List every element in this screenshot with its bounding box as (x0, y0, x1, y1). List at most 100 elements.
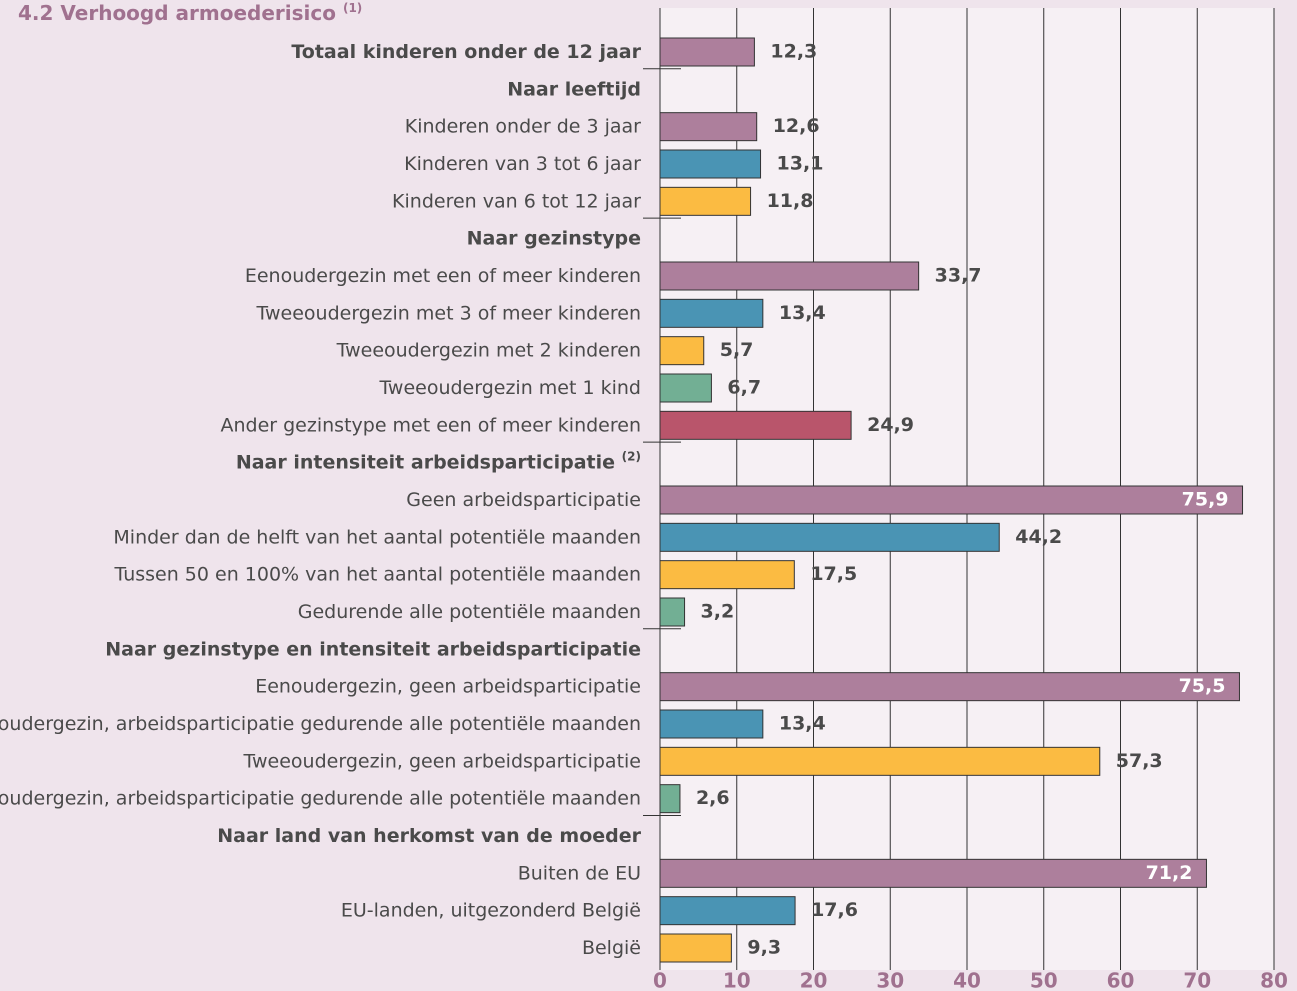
category-label: Tweeoudergezin, geen arbeidsparticipatie (243, 750, 641, 772)
bar (659, 746, 1101, 776)
category-label: Eenoudergezin met een of meer kinderen (245, 265, 641, 287)
bar (659, 186, 752, 216)
category-text: Tweeoudergezin, geen arbeidsparticipatie (243, 750, 641, 772)
category-label: Kinderen onder de 3 jaar (405, 115, 641, 137)
value-label: 71,2 (1146, 862, 1193, 884)
category-text: Naar intensiteit arbeidsparticipatie (236, 451, 615, 473)
x-tick-label: 60 (1107, 969, 1135, 991)
value-label: 9,3 (747, 937, 781, 959)
bar (659, 522, 1000, 552)
category-text: Gedurende alle potentiële maanden (298, 601, 641, 623)
category-label: België (582, 937, 641, 959)
category-text: Ander gezinstype met een of meer kindere… (220, 414, 641, 436)
bar (659, 858, 1207, 888)
value-label: 6,7 (727, 377, 761, 399)
category-label: Totaal kinderen onder de 12 jaar (291, 41, 641, 63)
category-label: Tweeoudergezin met 2 kinderen (336, 339, 641, 361)
category-text: Naar gezinstype (467, 227, 641, 249)
category-text: Tussen 50 en 100% van het aantal potenti… (113, 563, 641, 585)
category-label: Buiten de EU (518, 862, 641, 884)
category-text: Buiten de EU (518, 862, 641, 884)
category-label: Tweeoudergezin, arbeidsparticipatie gedu… (0, 787, 641, 809)
category-text: Minder dan de helft van het aantal poten… (113, 526, 641, 548)
value-label: 44,2 (1015, 526, 1062, 548)
category-label: Ander gezinstype met een of meer kindere… (220, 414, 641, 436)
x-tick-label: 70 (1183, 969, 1211, 991)
bar (659, 298, 764, 328)
category-sup: (2) (622, 449, 641, 463)
value-label: 12,6 (773, 115, 820, 137)
value-label: 13,4 (779, 713, 826, 735)
x-tick-label: 40 (953, 969, 981, 991)
category-label: Naar land van herkomst van de moeder (217, 825, 641, 847)
category-label: Naar leeftijd (507, 78, 641, 100)
bar (659, 336, 705, 366)
bar (659, 784, 681, 814)
category-label: EU-landen, uitgezonderd België (341, 899, 641, 921)
title-sup: (1) (343, 1, 362, 15)
category-text: Eenoudergezin, geen arbeidsparticipatie (255, 675, 641, 697)
category-text: Totaal kinderen onder de 12 jaar (291, 41, 641, 63)
bar (659, 37, 755, 67)
category-text: Tweeoudergezin, arbeidsparticipatie gedu… (0, 787, 641, 809)
value-label: 3,2 (701, 601, 735, 623)
category-label: Tweeoudergezin met 1 kind (378, 377, 641, 399)
category-text: EU-landen, uitgezonderd België (341, 899, 641, 921)
bar (659, 597, 686, 627)
x-tick-label: 50 (1030, 969, 1058, 991)
value-label: 13,4 (779, 302, 826, 324)
category-label: Gedurende alle potentiële maanden (298, 601, 641, 623)
category-text: Geen arbeidsparticipatie (406, 489, 641, 511)
value-label: 24,9 (867, 414, 914, 436)
bar (659, 933, 732, 963)
bar (659, 709, 764, 739)
category-label: Tweeoudergezin met 3 of meer kinderen (256, 302, 641, 324)
bar (659, 149, 762, 179)
category-text: Kinderen onder de 3 jaar (405, 115, 641, 137)
category-label: Naar gezinstype (467, 227, 641, 249)
category-text: België (582, 937, 641, 959)
category-text: Eenoudergezin, arbeidsparticipatie gedur… (0, 713, 641, 735)
category-label: Eenoudergezin, geen arbeidsparticipatie (255, 675, 641, 697)
category-text: Naar leeftijd (507, 78, 641, 100)
category-label: Geen arbeidsparticipatie (406, 489, 641, 511)
category-label: Naar gezinstype en intensiteit arbeidspa… (105, 638, 641, 660)
bar (659, 485, 1244, 515)
value-label: 5,7 (720, 339, 754, 361)
category-label: Kinderen van 6 tot 12 jaar (392, 190, 641, 212)
bar (659, 112, 758, 142)
category-label: Tussen 50 en 100% van het aantal potenti… (113, 563, 641, 585)
category-text: Tweeoudergezin met 1 kind (378, 377, 641, 399)
value-label: 13,1 (777, 153, 824, 175)
category-text: Kinderen van 3 tot 6 jaar (404, 153, 641, 175)
x-tick-label: 30 (876, 969, 904, 991)
value-label: 12,3 (770, 41, 817, 63)
chart-title: 4.2 Verhoogd armoederisico (1) (18, 1, 362, 25)
bar (659, 896, 796, 926)
bar (659, 261, 920, 291)
category-label: Minder dan de helft van het aantal poten… (113, 526, 641, 548)
category-text: Tweeoudergezin met 3 of meer kinderen (256, 302, 641, 324)
value-label: 75,5 (1179, 675, 1226, 697)
value-label: 11,8 (767, 190, 814, 212)
value-label: 17,5 (810, 563, 857, 585)
value-label: 17,6 (811, 899, 858, 921)
x-tick-label: 10 (723, 969, 751, 991)
category-text: Eenoudergezin met een of meer kinderen (245, 265, 641, 287)
bar (659, 410, 852, 440)
bar (659, 560, 795, 590)
category-text: Naar gezinstype en intensiteit arbeidspa… (105, 638, 641, 660)
category-label: Kinderen van 3 tot 6 jaar (404, 153, 641, 175)
value-label: 57,3 (1116, 750, 1163, 772)
bar (659, 672, 1240, 702)
bar (659, 373, 712, 403)
value-label: 75,9 (1182, 489, 1229, 511)
value-label: 2,6 (696, 787, 730, 809)
x-tick-label: 80 (1260, 969, 1288, 991)
category-text: Tweeoudergezin met 2 kinderen (336, 339, 641, 361)
category-label: Naar intensiteit arbeidsparticipatie (2) (236, 449, 641, 473)
value-label: 33,7 (935, 265, 982, 287)
category-label: Eenoudergezin, arbeidsparticipatie gedur… (0, 713, 641, 735)
title-text: 4.2 Verhoogd armoederisico (18, 1, 336, 25)
